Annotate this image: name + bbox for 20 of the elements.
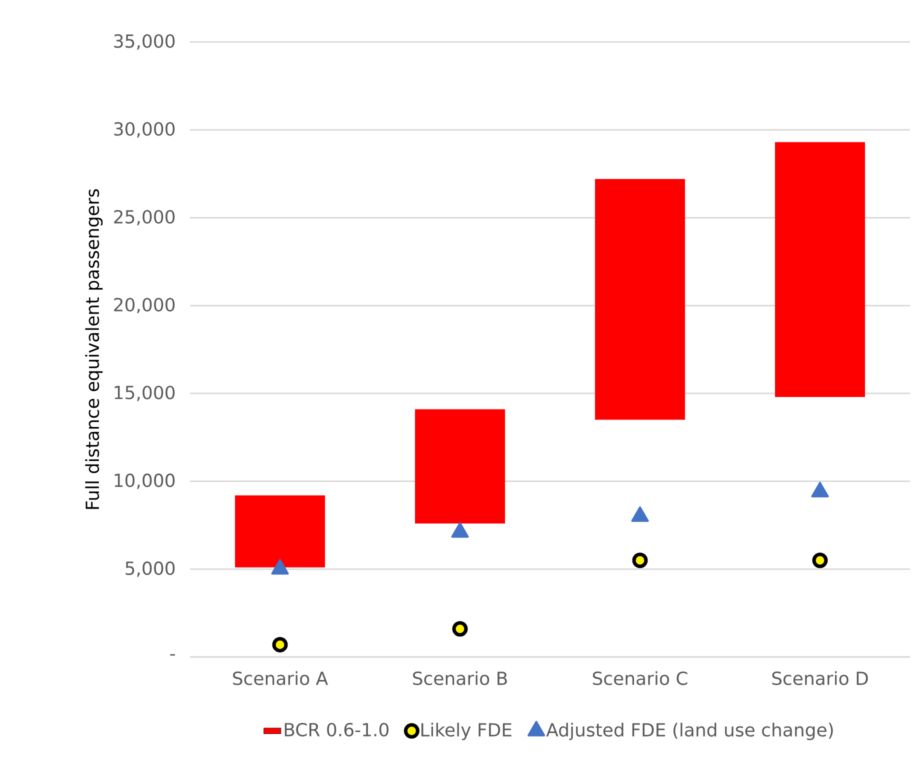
legend-label: Adjusted FDE (land use change): [546, 722, 833, 740]
legend-label: BCR 0.6-1.0: [284, 722, 388, 736]
y-axis-title: Full distance equivalent passengers: [85, 189, 103, 509]
y-tick-label: 30,000: [114, 122, 175, 138]
x-tick-label: Scenario B: [413, 671, 507, 686]
y-tick-label: 25,000: [114, 210, 175, 226]
x-tick-label: Scenario D: [772, 671, 868, 686]
y-tick-label: 5,000: [126, 561, 175, 577]
y-tick-label: 15,000: [114, 386, 175, 402]
bar: [595, 179, 686, 420]
y-tick-label: 10,000: [114, 474, 175, 490]
y-tick-label: 20,000: [114, 298, 175, 314]
bar: [415, 409, 506, 524]
legend-label: Likely FDE: [421, 722, 512, 740]
y-tick-label: -: [170, 654, 175, 656]
x-tick-label: Scenario C: [592, 671, 688, 686]
bar: [775, 142, 866, 397]
bar: [235, 495, 326, 568]
y-tick-label: 35,000: [114, 34, 175, 50]
x-tick-label: Scenario A: [233, 671, 328, 686]
